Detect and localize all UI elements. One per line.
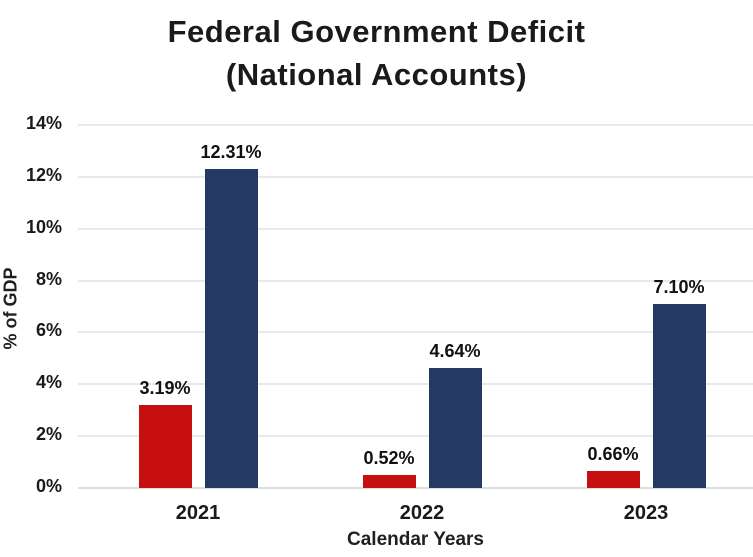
navy-series-bar-2022 (428, 367, 482, 488)
chart-title: Federal Government Deficit (National Acc… (0, 10, 753, 96)
gridline-4% (78, 383, 753, 386)
chart-title-line1: Federal Government Deficit (167, 14, 586, 49)
gridline-6% (78, 331, 753, 334)
y-tick-label: 10% (25, 216, 62, 237)
red-series-bar-2021 (138, 405, 192, 488)
red-series-value-label-2021: 3.19% (139, 378, 191, 399)
y-tick-label: 12% (25, 164, 62, 185)
gridline-14% (78, 124, 753, 126)
x-tick-label-2021: 2021 (175, 502, 221, 524)
red-series-bar-2022 (362, 474, 416, 488)
navy-series-value-label-2021: 12.31% (200, 141, 262, 162)
y-tick-label: 2% (35, 424, 62, 445)
navy-series-value-label-2022: 4.64% (429, 340, 481, 361)
chart-title-line2: (National Accounts) (225, 57, 528, 92)
x-tick-label-2023: 2023 (623, 502, 669, 524)
y-tick-label: 4% (35, 372, 62, 393)
red-series-value-label-2022: 0.52% (363, 447, 415, 468)
red-series-value-label-2023: 0.66% (587, 443, 639, 464)
gridline-8% (78, 279, 753, 282)
navy-series-bar-2021 (204, 168, 258, 488)
navy-series-bar-2023 (652, 303, 706, 488)
gridline-10% (78, 227, 753, 230)
navy-series-value-label-2023: 7.10% (653, 276, 705, 297)
x-axis-title: Calendar Years (347, 529, 484, 550)
gridline-0% (78, 487, 753, 489)
y-tick-label: 8% (35, 268, 62, 289)
red-series-bar-2023 (586, 470, 640, 488)
gridline-2% (78, 435, 753, 438)
y-tick-label: 6% (35, 320, 62, 341)
gridline-12% (78, 175, 753, 178)
x-tick-label-2022: 2022 (399, 502, 445, 524)
y-tick-label: 14% (25, 113, 62, 133)
y-tick-label: 0% (35, 476, 62, 496)
